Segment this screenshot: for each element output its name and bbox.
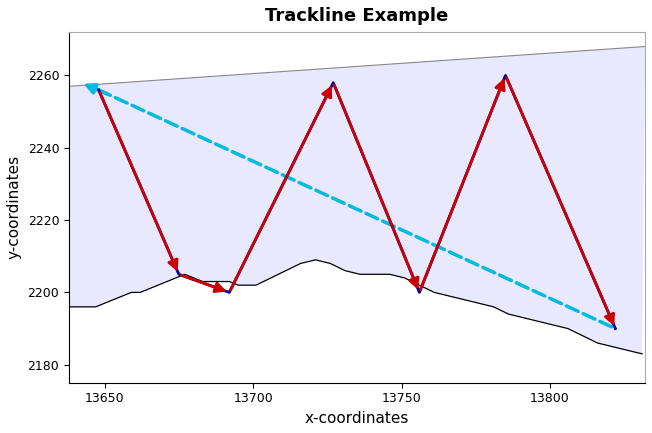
Title: Trackline Example: Trackline Example [265, 7, 449, 25]
Y-axis label: y-coordinates: y-coordinates [7, 155, 22, 259]
Polygon shape [69, 46, 645, 354]
X-axis label: x-coordinates: x-coordinates [305, 411, 409, 426]
